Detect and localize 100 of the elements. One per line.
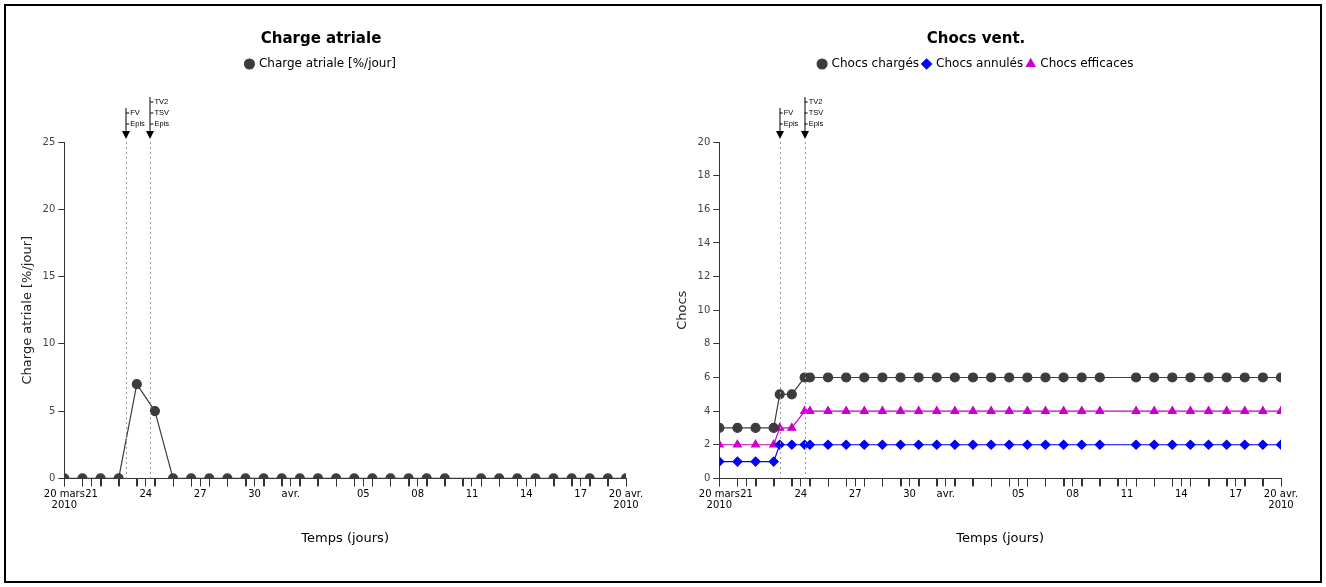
point bbox=[786, 389, 797, 400]
legend-label: Charge atriale [%/jour] bbox=[258, 56, 397, 71]
point bbox=[949, 372, 960, 383]
point bbox=[932, 406, 942, 414]
point bbox=[877, 439, 888, 450]
point bbox=[823, 406, 833, 414]
x-tick-label: 14 bbox=[1174, 487, 1188, 499]
point bbox=[1076, 372, 1087, 383]
point bbox=[1149, 439, 1160, 450]
point bbox=[877, 406, 887, 414]
point bbox=[1167, 372, 1178, 383]
point bbox=[967, 372, 979, 383]
point bbox=[1022, 439, 1033, 450]
point bbox=[913, 439, 924, 450]
point bbox=[895, 372, 906, 383]
point bbox=[1040, 439, 1051, 450]
legend-label: Chocs annulés bbox=[936, 56, 1024, 71]
point bbox=[787, 422, 797, 431]
point bbox=[841, 439, 852, 450]
point bbox=[1239, 372, 1250, 383]
x-tick-label: avr. bbox=[281, 487, 301, 499]
point bbox=[1076, 439, 1087, 450]
y-tick-label: 18 bbox=[697, 169, 711, 181]
point bbox=[1131, 406, 1141, 414]
point bbox=[1221, 439, 1232, 450]
point bbox=[1004, 372, 1015, 383]
point bbox=[1149, 406, 1159, 414]
point bbox=[1167, 406, 1177, 414]
x-tick-label: 08 bbox=[1066, 487, 1079, 499]
legend-label: Chocs efficaces bbox=[1040, 56, 1134, 71]
point bbox=[913, 372, 924, 383]
point bbox=[1058, 372, 1069, 383]
y-tick-label: 6 bbox=[703, 371, 711, 383]
x-tick-label: 11 bbox=[465, 487, 479, 499]
point bbox=[949, 439, 960, 450]
y-tick-label: 10 bbox=[697, 303, 711, 315]
point bbox=[1040, 372, 1051, 383]
point bbox=[732, 422, 743, 434]
point bbox=[1167, 439, 1178, 450]
x-tick-label: 20 avr. 2010 bbox=[608, 487, 644, 510]
y-tick-label: 0 bbox=[48, 471, 56, 483]
y-tick-label: 25 bbox=[42, 135, 56, 147]
y-tick-label: 2 bbox=[703, 438, 711, 450]
point bbox=[1094, 439, 1105, 450]
y-tick-label: 16 bbox=[697, 202, 711, 214]
point bbox=[1222, 406, 1232, 414]
point bbox=[895, 439, 906, 450]
point bbox=[877, 372, 888, 383]
point bbox=[822, 372, 834, 383]
point bbox=[931, 439, 942, 450]
point bbox=[1095, 406, 1105, 414]
y-tick-label: 4 bbox=[703, 404, 711, 416]
point bbox=[1149, 372, 1160, 383]
point bbox=[914, 406, 924, 414]
point bbox=[1022, 406, 1032, 414]
point bbox=[859, 406, 869, 414]
point bbox=[1185, 372, 1196, 383]
point bbox=[1022, 372, 1033, 383]
point bbox=[967, 439, 979, 450]
x-tick-label: 05 bbox=[356, 487, 370, 499]
x-tick-label: 14 bbox=[519, 487, 533, 499]
y-tick-label: 5 bbox=[48, 404, 56, 416]
y-axis-title: Chocs bbox=[674, 290, 690, 330]
point bbox=[1130, 439, 1142, 450]
point bbox=[1204, 406, 1214, 414]
x-tick-label: 24 bbox=[794, 487, 808, 499]
x-axis-title: Temps (jours) bbox=[300, 529, 389, 545]
point bbox=[768, 422, 779, 434]
x-axis-title: Temps (jours) bbox=[955, 529, 1044, 545]
y-tick-label: 8 bbox=[703, 337, 711, 349]
point bbox=[750, 456, 761, 467]
y-tick-label: 14 bbox=[697, 236, 711, 248]
point bbox=[1239, 439, 1250, 450]
point bbox=[774, 439, 785, 450]
y-tick-label: 15 bbox=[42, 270, 56, 282]
point bbox=[1004, 406, 1014, 414]
point bbox=[841, 406, 851, 414]
point bbox=[859, 439, 870, 450]
y-tick-label: 20 bbox=[697, 135, 711, 147]
point bbox=[1059, 406, 1069, 414]
point bbox=[931, 372, 942, 383]
chart-title: Chocs vent. bbox=[926, 28, 1026, 47]
point bbox=[986, 372, 997, 383]
point bbox=[1203, 372, 1214, 383]
legend-label: Chocs chargés bbox=[831, 56, 920, 71]
point bbox=[768, 456, 779, 467]
point bbox=[1058, 439, 1069, 450]
point bbox=[1203, 439, 1214, 450]
point bbox=[822, 439, 834, 450]
x-tick-label: 27 bbox=[848, 487, 862, 499]
x-tick-label: 30 bbox=[248, 487, 261, 499]
x-tick-label: 20 mars 2010 bbox=[698, 487, 740, 510]
point bbox=[1185, 406, 1195, 414]
x-tick-label: 20 mars 2010 bbox=[43, 487, 85, 510]
point bbox=[841, 372, 852, 383]
x-tick-label: 17 bbox=[574, 487, 588, 499]
x-tick-label: 30 bbox=[903, 487, 916, 499]
x-tick-label: 21 bbox=[740, 487, 753, 499]
y-tick-label: 0 bbox=[703, 471, 711, 483]
x-tick-label: 08 bbox=[411, 487, 424, 499]
